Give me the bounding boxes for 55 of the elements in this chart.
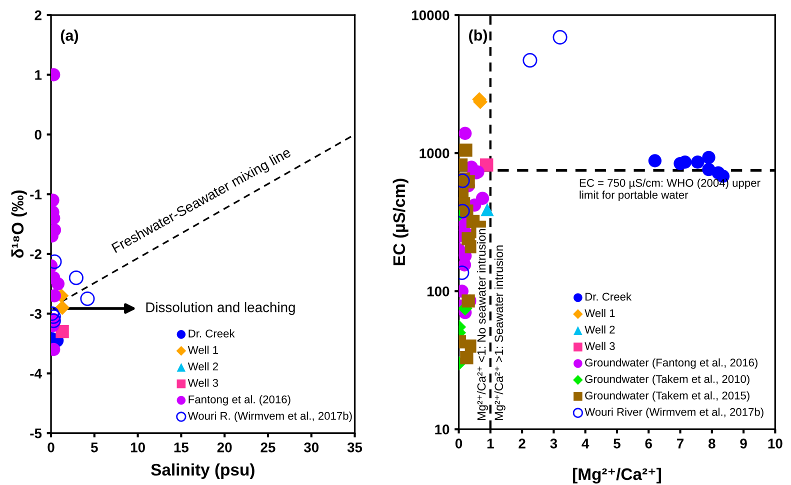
x-tick-label: 30 [304,442,319,452]
y-tick-label: 2 [34,10,42,20]
legend-label: Groundwater (Takem et al., 2010) [585,374,750,386]
y-axis-title: EC (µS/cm) [392,178,408,266]
legend-label: Well 1 [188,346,218,354]
y-tick-label: 10000 [412,10,450,20]
annotation: Dissolution and leaching [146,302,295,315]
x-tick-label: 9 [740,438,747,448]
legend-label: Well 1 [584,308,615,318]
y-tick-label: 100 [427,286,450,296]
x-tick-label: 6 [645,438,652,448]
x-tick-label: 10 [130,442,145,452]
x-tick-label: 0 [455,438,462,448]
legend-label: Well 3 [584,342,615,350]
x-tick-label: 15 [174,442,189,452]
y-tick-label: -3 [30,308,42,319]
y-tick-label: -1 [30,190,42,200]
legend-label: Well 3 [188,378,218,387]
legend-label: Well 2 [584,325,615,334]
y-tick-label: 1 [35,70,42,80]
y-tick-label: 1000 [420,148,450,158]
x-tick-label: 1 [487,438,494,448]
x-tick-label: 25 [260,442,276,452]
annotation: Mg²⁺/Ca²⁺ <1: No seawater intrusion [477,229,488,420]
annotation: Mg²⁺/Ca²⁺ >1: Seawater intrusion [494,246,506,420]
legend-label: Wouri River (Wirmvem et al., 2017b) [584,408,764,418]
x-tick-label: 35 [347,442,362,452]
x-tick-label: 0 [48,442,54,452]
x-tick-label: 8 [708,438,716,448]
x-tick-label: 5 [614,438,620,448]
legend-label: Wouri R. (Wirmvem et al., 2017b) [188,412,352,422]
annotation: (a) [60,30,78,44]
x-tick-label: 3 [550,438,558,448]
x-tick-label: 2 [518,438,526,448]
legend-label: Dr. Creek [188,329,235,338]
x-axis-title: [Mg²⁺/Ca²⁺] [573,468,661,484]
legend-label: Groundwater (Fantong et al., 2016) [585,358,758,369]
y-tick-label: -5 [30,428,42,438]
legend-label: Well 2 [188,362,218,370]
legend-label: Fantong et al. (2016) [188,395,290,406]
y-tick-label: 10 [435,424,450,434]
x-tick-label: 7 [676,438,684,448]
x-tick-label: 20 [217,442,232,452]
annotation: (b) [469,30,488,44]
y-tick-label: -4 [30,368,42,378]
x-tick-label: 4 [582,438,590,448]
x-tick-label: 5 [90,442,98,452]
x-axis-title: Salinity (psu) [151,463,254,479]
x-tick-label: 10 [768,438,782,448]
y-axis-title: δ¹⁸O (‰) [11,190,27,258]
y-tick-label: 0 [34,130,42,140]
y-tick-label: -2 [30,249,42,259]
legend-label: Groundwater (Takem et al., 2015) [585,391,750,402]
legend-label: Dr. Creek [586,292,632,301]
ref-line-label: EC = 750 µS/cm: WHO (2004) upper limit for portable water [580,178,760,202]
